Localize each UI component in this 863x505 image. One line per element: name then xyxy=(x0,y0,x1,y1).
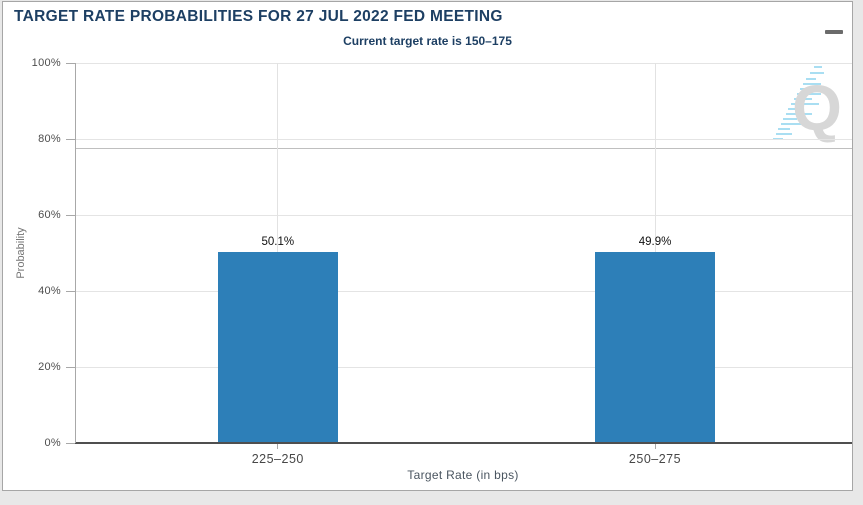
y-axis-tick xyxy=(66,366,75,368)
x-tick-label: 225–250 xyxy=(251,452,304,466)
chart-panel: TARGET RATE PROBABILITIES FOR 27 JUL 202… xyxy=(2,1,853,491)
y-gridline xyxy=(75,62,852,64)
chart-title: TARGET RATE PROBABILITIES FOR 27 JUL 202… xyxy=(14,8,503,25)
y-axis-tick xyxy=(66,62,75,64)
y-gridline xyxy=(75,214,852,216)
hamburger-bar xyxy=(825,30,843,34)
y-axis-tick xyxy=(66,442,75,444)
y-tick-label: 80% xyxy=(38,133,61,145)
chart-subtitle: Current target rate is 150–175 xyxy=(343,34,512,48)
chart-bar[interactable] xyxy=(595,252,716,442)
y-tick-label: 0% xyxy=(44,437,61,449)
x-axis-line xyxy=(75,441,852,444)
hamburger-menu-icon[interactable] xyxy=(823,13,845,35)
y-axis-tick xyxy=(66,214,75,216)
watermark-letter: Q xyxy=(792,72,842,144)
bar-value-label: 50.1% xyxy=(261,235,295,248)
y-axis-line xyxy=(75,63,76,443)
plot-area: Q 0% 20% 40% 60% 80% 100% 50.1% 225–250 49.9% 250… xyxy=(32,57,852,466)
x-axis-tick xyxy=(654,443,656,449)
x-tick-label: 250–275 xyxy=(628,452,682,466)
y-tick-label: 20% xyxy=(38,361,61,373)
y-axis-tick xyxy=(66,290,75,292)
y-gridline xyxy=(75,290,852,292)
bar-value-label: 49.9% xyxy=(638,236,672,249)
y-axis-title: Probability xyxy=(15,227,27,279)
y-gridline xyxy=(75,138,852,140)
chart-bar[interactable] xyxy=(217,251,338,442)
plot-line xyxy=(75,148,852,149)
y-tick-label: 60% xyxy=(38,209,61,221)
quikstrike-watermark-icon: Q xyxy=(773,66,842,144)
x-axis-title: Target Rate (in bps) xyxy=(407,468,519,482)
y-tick-label: 100% xyxy=(31,57,61,69)
x-axis-tick xyxy=(277,443,279,449)
y-tick-label: 40% xyxy=(38,285,61,297)
y-gridline xyxy=(75,366,852,368)
y-axis-tick xyxy=(66,138,75,140)
